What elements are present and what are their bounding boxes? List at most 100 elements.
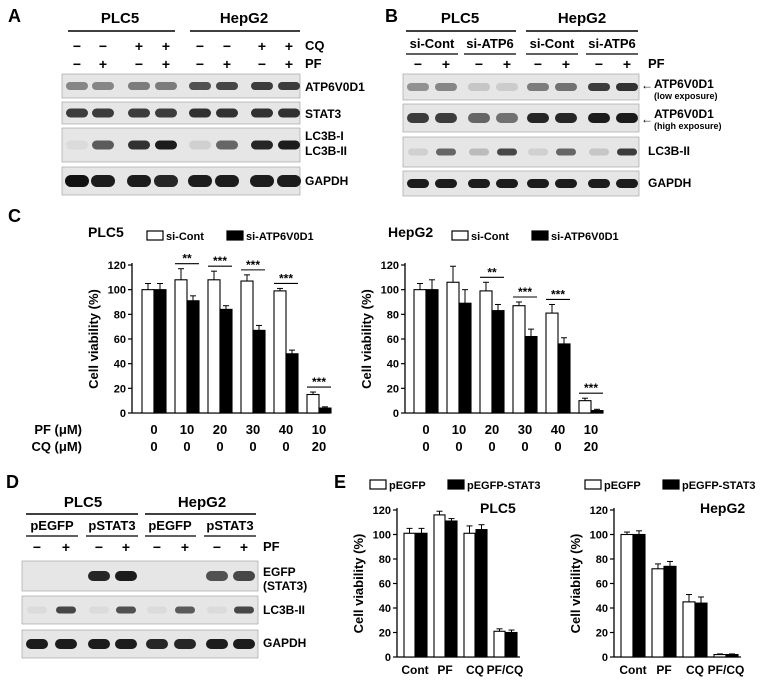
- blot-atp6v0d1-high-band: [616, 113, 638, 123]
- bar: [491, 310, 505, 414]
- blot-stat3-band: [92, 108, 114, 118]
- y-tick-label: 20: [114, 383, 126, 395]
- pf-sign: +: [181, 539, 189, 555]
- blot-atp6v0d1-low-band: [407, 83, 429, 91]
- pf-sign: +: [285, 56, 293, 72]
- cq-value: 0: [455, 439, 462, 454]
- panel-b: B PLC5 HepG2 si-Cont si-ATP6 si-Cont si-…: [385, 6, 722, 197]
- blot-lc3b-band: [216, 140, 238, 150]
- panel-b-letter: B: [385, 6, 398, 26]
- panel-a-blots: [61, 73, 301, 196]
- blot-gapdh-band: [154, 175, 178, 187]
- arrow-icon: ←: [641, 78, 653, 92]
- y-tick-label: 20: [379, 628, 391, 640]
- panel-d-pf-label: PF: [263, 539, 280, 554]
- blot-gapdh-band: [250, 175, 274, 187]
- y-axis-label: Cell viability (%): [359, 289, 374, 389]
- cq-sign: −: [73, 38, 81, 54]
- bar: [153, 289, 167, 414]
- blot-atp6v0d1-low-band: [616, 83, 638, 91]
- panel-a-cq-signs: − − + + − − + +: [73, 38, 293, 54]
- bar: [493, 630, 506, 658]
- blot-gapdh-band: [435, 179, 457, 188]
- legend-swatch: [662, 479, 680, 490]
- y-tick-label: 60: [379, 579, 391, 591]
- pf-sign: −: [595, 56, 603, 72]
- panel-b-sub-siatp6-2: si-ATP6: [588, 36, 635, 51]
- y-tick-label: 100: [373, 530, 391, 542]
- significance-marker: ***: [279, 271, 293, 285]
- cq-value: 0: [282, 439, 289, 454]
- x-tick-label: CQ: [466, 663, 484, 677]
- panel-b-sub-sicont-1: si-Cont: [410, 36, 455, 51]
- legend-label: si-ATP6V0D1: [551, 231, 619, 243]
- blot-gapdh-band: [468, 179, 490, 188]
- pf-sign: +: [122, 539, 130, 555]
- y-tick-label: 100: [590, 530, 608, 542]
- pf-sign: +: [223, 56, 231, 72]
- y-tick-label: 20: [596, 628, 608, 640]
- chart-e-hepg2: HepG2 pEGFP pEGFP-STAT3 0 20 40 60 80 100 120 Cell…: [568, 479, 756, 677]
- pf-sign: −: [534, 56, 542, 72]
- pf-value: 0: [422, 422, 429, 437]
- bar: [141, 289, 155, 414]
- y-tick-label: 60: [387, 334, 399, 346]
- blot-lc3b-band: [251, 140, 273, 150]
- blot-atp6v0d1-band: [92, 82, 114, 90]
- y-tick-label: 40: [596, 603, 608, 615]
- blot-label-stat3-note: (STAT3): [263, 579, 307, 593]
- blot-atp6v0d1-low-band: [435, 83, 457, 91]
- pf-sign: −: [33, 539, 41, 555]
- significance-marker: ***: [551, 287, 565, 301]
- panel-a-cq-label: CQ: [305, 38, 325, 53]
- blot-atp6v0d1-high-band: [527, 113, 549, 123]
- cq-sign: −: [223, 38, 231, 54]
- pf-value: 10: [180, 422, 194, 437]
- blot-lc3b-band: [155, 140, 177, 150]
- blot-atp6v0d1-high-band: [468, 113, 490, 123]
- legend-label: pEGFP: [604, 480, 641, 492]
- panel-c: C PLC5 si-Cont si-ATP6V0D1020406080100120C…: [8, 206, 619, 454]
- cq-sign: −: [196, 38, 204, 54]
- blot-gapdh-band: [527, 179, 549, 188]
- blot-egfp-stat3-band: [115, 571, 137, 581]
- bar: [590, 409, 604, 414]
- pf-sign: −: [196, 56, 204, 72]
- bar: [174, 279, 188, 414]
- bar: [458, 302, 472, 414]
- chart-title: PLC5: [88, 224, 124, 240]
- panel-b-group-plc5: PLC5: [441, 10, 479, 27]
- bar: [240, 280, 254, 414]
- blot-label-stat3: STAT3: [305, 107, 342, 121]
- blot-lc3b-ii-band: [207, 606, 227, 614]
- significance-marker: **: [182, 252, 192, 266]
- bar: [557, 343, 571, 414]
- bar: [433, 514, 446, 658]
- y-tick-label: 120: [590, 505, 608, 517]
- blot-lc3b-ii-band: [436, 148, 456, 156]
- chart-title: HepG2: [700, 500, 745, 516]
- panel-d: D PLC5 HepG2 pEGFP pSTAT3 pEGFP pSTAT3 −…: [6, 472, 307, 659]
- legend-swatch: [451, 230, 469, 241]
- panel-a-group-plc5: PLC5: [101, 10, 139, 27]
- panel-b-group-hepg2: HepG2: [558, 10, 606, 27]
- blot-stat3-band: [251, 108, 273, 118]
- blot-atp6v0d1-high-band: [435, 113, 457, 123]
- pf-value: 10: [584, 422, 598, 437]
- blot-lc3b-ii-band: [175, 606, 195, 614]
- legend-swatch: [226, 230, 244, 241]
- blot-lc3b-ii-band: [147, 606, 167, 614]
- blot-lc3b-band: [92, 140, 114, 150]
- blot-atp6v0d1-low-band: [527, 83, 549, 91]
- significance-marker: ***: [246, 258, 260, 272]
- blot-lc3b-ii-band: [116, 606, 136, 614]
- y-tick-label: 120: [373, 505, 391, 517]
- blot-lc3b-ii-band: [408, 148, 428, 156]
- bar: [479, 290, 493, 414]
- cq-sign: +: [285, 38, 293, 54]
- blot-gapdh-band: [277, 175, 301, 187]
- blot-gapdh-band: [233, 639, 255, 649]
- panel-e: E PLC5 pEGFP pEGFP-STAT3 0 20 40 60 80 100 120 Cel…: [334, 472, 756, 677]
- panel-c-letter: C: [8, 206, 21, 226]
- bar: [219, 308, 233, 414]
